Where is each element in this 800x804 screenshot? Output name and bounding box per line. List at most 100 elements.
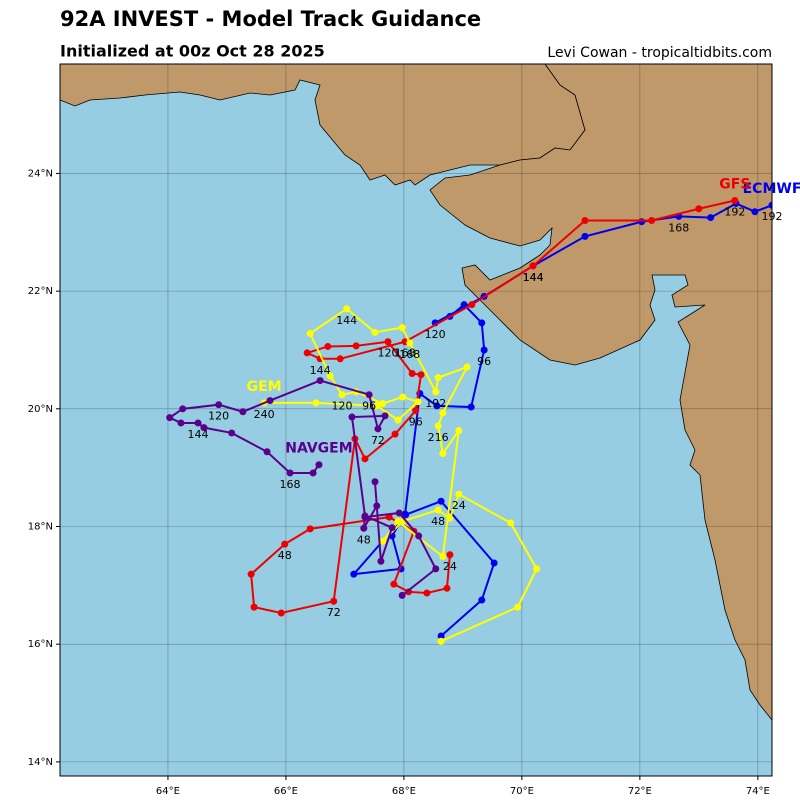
hour-label: 120 (208, 410, 229, 423)
track-point (455, 490, 463, 498)
track-point (468, 301, 476, 309)
track-point (439, 450, 447, 458)
track-point (533, 565, 541, 573)
plot-area (60, 64, 772, 776)
x-tick-label: 70°E (510, 786, 534, 797)
track-point (460, 301, 468, 309)
track-point (250, 603, 258, 611)
track-point (373, 502, 381, 510)
track-point (391, 430, 399, 438)
track-point (437, 632, 445, 640)
hour-label: 48 (431, 515, 445, 528)
track-point (324, 342, 332, 350)
track-point (581, 217, 589, 225)
track-point (437, 637, 445, 645)
track-point (695, 205, 703, 213)
track-point (379, 537, 387, 545)
track-point (381, 412, 389, 420)
hour-label: 144 (188, 428, 209, 441)
hour-label: 96 (409, 416, 423, 429)
track-point (371, 478, 379, 486)
chart-title: 92A INVEST - Model Track Guidance (60, 7, 481, 31)
track-point (286, 469, 294, 477)
track-point (350, 570, 358, 578)
track-point (415, 532, 423, 540)
track-point (731, 197, 739, 205)
y-tick-label: 18°N (28, 522, 53, 533)
frame (59, 63, 773, 777)
hour-label: 240 (254, 408, 275, 421)
track-point (388, 524, 396, 532)
model-name: GFS (719, 177, 750, 193)
track-line (351, 202, 772, 637)
track-point (379, 400, 387, 408)
track-point (446, 551, 454, 559)
hour-label: 120 (377, 347, 398, 360)
track-point (281, 540, 289, 548)
hour-label: 24 (443, 560, 457, 573)
track-point (648, 217, 656, 225)
track-point (707, 214, 715, 222)
x-tick-label: 64°E (156, 786, 180, 797)
x-tick-label: 74°E (746, 786, 770, 797)
track-point (412, 407, 420, 415)
hour-label: 216 (428, 431, 449, 444)
hour-label: 48 (357, 533, 371, 546)
track-point (467, 403, 475, 411)
track-point (408, 370, 416, 378)
hour-label: 144 (523, 271, 544, 284)
track-point (326, 372, 334, 380)
track-point (480, 346, 488, 354)
hour-label: 72 (371, 434, 385, 447)
track-point (215, 401, 223, 409)
hour-label: 24 (452, 499, 466, 512)
track-point (638, 218, 646, 226)
y-tick-label: 24°N (28, 168, 53, 179)
track-point (478, 319, 486, 327)
track-point (751, 208, 759, 216)
hour-label: 48 (278, 549, 292, 562)
y-tick-label: 14°N (28, 757, 53, 768)
track-point (330, 597, 338, 605)
chart-subtitle: Initialized at 00z Oct 28 2025 (60, 42, 325, 61)
track-point (166, 414, 174, 422)
labels: 96 120 144 168 192 ECMWF 24 48 72 96 120 144 168 144 1… (188, 177, 800, 620)
hour-label: 192 (724, 206, 745, 219)
track-point (194, 419, 202, 427)
x-tick-label: 66°E (274, 786, 298, 797)
track-point (463, 363, 471, 371)
track-point (414, 398, 422, 406)
hour-label: 120 (425, 328, 446, 341)
track-point (406, 339, 414, 347)
track-point (309, 469, 317, 477)
track-point (423, 589, 431, 597)
track-point (371, 328, 379, 336)
hour-label: 168 (399, 348, 420, 361)
track-point (343, 305, 351, 313)
track-point (316, 377, 324, 385)
track-point (303, 349, 311, 357)
model-name: GEM (247, 379, 282, 395)
track-point (247, 570, 255, 578)
track-point (306, 330, 314, 338)
land (60, 64, 772, 721)
track-point (306, 525, 314, 533)
track-point (434, 422, 442, 430)
track-point (507, 519, 515, 527)
track-point (432, 388, 440, 396)
track-point (401, 510, 409, 518)
track-point (399, 393, 407, 401)
track-point (398, 324, 406, 332)
track-point (439, 553, 447, 561)
hour-label: 192 (425, 397, 446, 410)
y-tick-label: 20°N (28, 404, 53, 415)
track-point (336, 355, 344, 363)
track-point (365, 391, 373, 399)
track-point (394, 517, 402, 525)
track-point (398, 591, 406, 599)
track-point (312, 399, 320, 407)
track-point (478, 596, 486, 604)
model-name: ECMWF (743, 181, 800, 197)
track-point (433, 402, 441, 410)
track-point (529, 262, 537, 270)
